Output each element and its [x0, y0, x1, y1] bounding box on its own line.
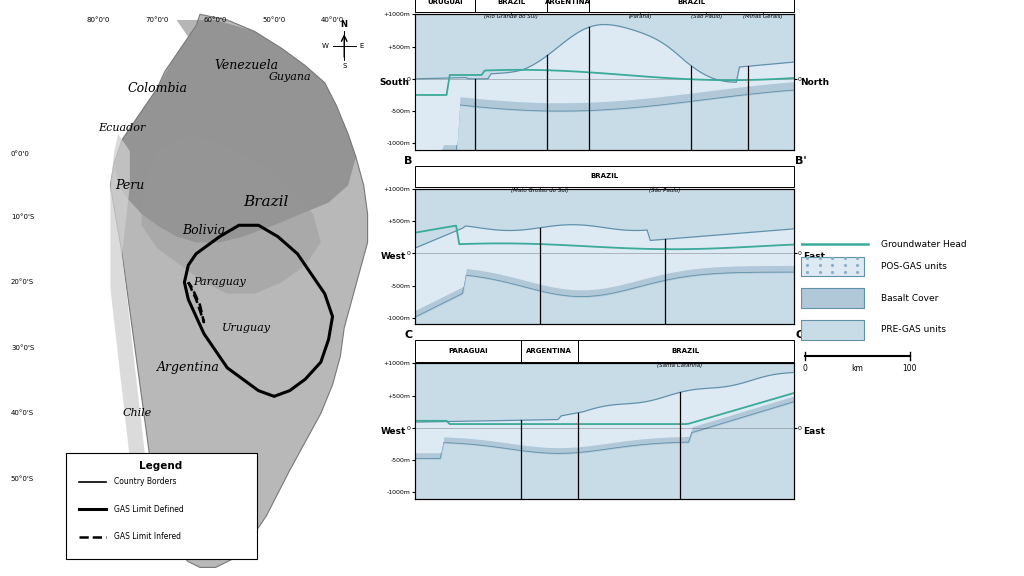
Text: 80°0'0: 80°0'0 — [87, 17, 111, 23]
Text: N: N — [341, 20, 348, 29]
Text: 20°0'S: 20°0'S — [11, 279, 34, 285]
Text: BRAZIL: BRAZIL — [590, 173, 618, 179]
Text: S: S — [342, 63, 346, 69]
Text: (Paraná): (Paraná) — [629, 14, 652, 19]
Text: (São Paulo): (São Paulo) — [649, 188, 681, 193]
Bar — [415, 0, 475, 13]
Bar — [589, 0, 794, 13]
Text: (Rio Grande do Sul): (Rio Grande do Sul) — [484, 14, 539, 18]
Text: East: East — [804, 252, 825, 261]
Text: 100: 100 — [903, 365, 918, 373]
Text: (São Paulo): (São Paulo) — [691, 14, 722, 18]
Text: BRAZIL: BRAZIL — [672, 348, 699, 354]
Text: C: C — [404, 331, 413, 340]
Text: BRAZIL: BRAZIL — [677, 0, 706, 5]
Bar — [578, 340, 794, 362]
Text: Basalt Cover: Basalt Cover — [881, 294, 938, 302]
Text: B: B — [404, 156, 413, 166]
Text: 10°0'S: 10°0'S — [11, 214, 34, 219]
Text: Brazil: Brazil — [244, 195, 289, 210]
Text: Ecuador: Ecuador — [98, 123, 145, 133]
Bar — [415, 165, 794, 187]
Bar — [475, 0, 548, 13]
Text: Colombia: Colombia — [127, 82, 187, 95]
Text: (Minas Gerais): (Minas Gerais) — [743, 14, 783, 18]
Text: Paraguay: Paraguay — [194, 277, 246, 287]
Text: 50°0'0: 50°0'0 — [262, 17, 286, 23]
Text: Uruguay: Uruguay — [222, 323, 271, 333]
Text: Guyana: Guyana — [268, 72, 311, 82]
FancyBboxPatch shape — [801, 320, 864, 340]
Text: GAS Limit Defined: GAS Limit Defined — [115, 505, 184, 514]
Text: E: E — [359, 43, 365, 48]
Text: ARGENTINA: ARGENTINA — [526, 348, 572, 354]
Text: 0: 0 — [803, 365, 807, 373]
Text: 60°0'0: 60°0'0 — [204, 17, 227, 23]
Text: Argentina: Argentina — [157, 361, 220, 374]
Text: B': B' — [796, 156, 807, 166]
Text: km: km — [852, 365, 863, 373]
Polygon shape — [111, 134, 154, 516]
FancyBboxPatch shape — [801, 289, 864, 308]
Text: Legend: Legend — [139, 461, 182, 471]
Text: 50°0'S: 50°0'S — [11, 476, 34, 482]
Text: C': C' — [796, 331, 807, 340]
Text: 70°0'0: 70°0'0 — [145, 17, 169, 23]
Text: (Santa Catarina): (Santa Catarina) — [657, 363, 702, 367]
Text: West: West — [381, 252, 407, 261]
Text: URUGUAI: URUGUAI — [427, 0, 463, 5]
Text: 40°0'0: 40°0'0 — [321, 17, 344, 23]
Text: (Mato Grosso do Sul): (Mato Grosso do Sul) — [511, 188, 568, 193]
Text: East: East — [804, 427, 825, 435]
Bar — [547, 0, 589, 13]
FancyBboxPatch shape — [801, 257, 864, 276]
Text: 40°0'S: 40°0'S — [11, 411, 34, 416]
Text: Venezuela: Venezuela — [215, 59, 279, 72]
Text: PARAGUAI: PARAGUAI — [447, 348, 487, 354]
Polygon shape — [115, 20, 356, 242]
Text: W: W — [322, 43, 329, 48]
Text: Country Borders: Country Borders — [115, 478, 177, 486]
Text: Chile: Chile — [123, 408, 153, 418]
FancyBboxPatch shape — [66, 453, 257, 559]
Text: Peru: Peru — [116, 179, 144, 192]
Text: PRE-GAS units: PRE-GAS units — [881, 325, 945, 335]
Polygon shape — [111, 14, 368, 567]
Text: Chile: Chile — [131, 511, 160, 521]
Text: BRAZIL: BRAZIL — [498, 0, 525, 5]
Bar — [521, 340, 578, 362]
Bar — [415, 340, 521, 362]
Text: POS-GAS units: POS-GAS units — [881, 262, 946, 271]
Text: West: West — [381, 427, 407, 435]
Text: North: North — [800, 78, 829, 86]
Text: Bolivia: Bolivia — [182, 225, 225, 237]
Polygon shape — [141, 134, 321, 294]
Text: GAS Limit Infered: GAS Limit Infered — [115, 532, 181, 541]
Text: South: South — [379, 78, 409, 86]
Text: 0°0'0: 0°0'0 — [11, 151, 30, 157]
Text: Groundwater Head: Groundwater Head — [881, 240, 967, 249]
Text: 30°0'S: 30°0'S — [11, 345, 34, 351]
Text: ARGENTINA: ARGENTINA — [545, 0, 591, 5]
